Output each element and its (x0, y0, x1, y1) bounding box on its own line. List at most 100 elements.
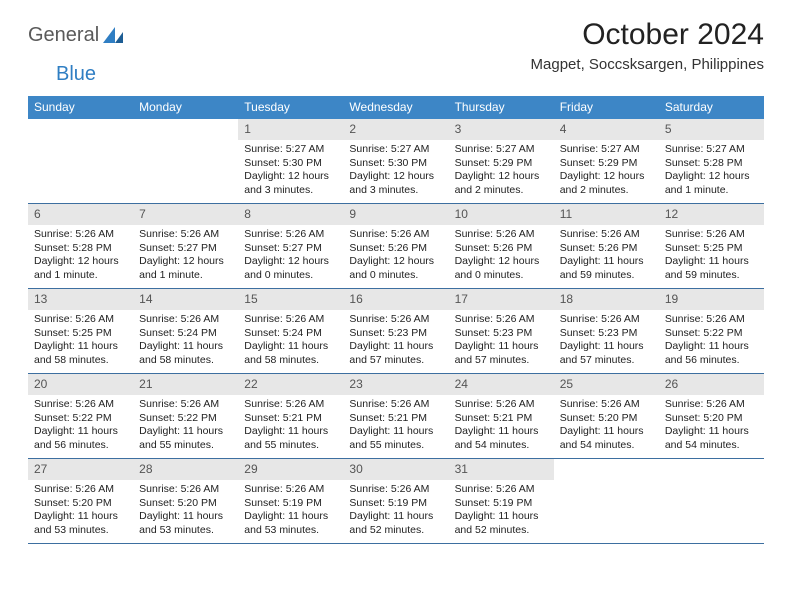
sunrise-text: Sunrise: 5:27 AM (560, 143, 653, 156)
dow-thursday: Thursday (449, 96, 554, 119)
sunset-text: Sunset: 5:26 PM (455, 242, 548, 255)
sunrise-text: Sunrise: 5:26 AM (665, 228, 758, 241)
day-cell: 12Sunrise: 5:26 AMSunset: 5:25 PMDayligh… (659, 204, 764, 288)
daylight-text: Daylight: 11 hours and 56 minutes. (34, 425, 127, 452)
logo-word2: Blue (28, 63, 96, 86)
day-number: 7 (133, 204, 238, 225)
sunset-text: Sunset: 5:29 PM (560, 157, 653, 170)
day-body: Sunrise: 5:26 AMSunset: 5:22 PMDaylight:… (28, 395, 133, 456)
day-cell: 22Sunrise: 5:26 AMSunset: 5:21 PMDayligh… (238, 374, 343, 458)
day-cell: 29Sunrise: 5:26 AMSunset: 5:19 PMDayligh… (238, 459, 343, 543)
sunrise-text: Sunrise: 5:26 AM (139, 228, 232, 241)
day-body: Sunrise: 5:26 AMSunset: 5:21 PMDaylight:… (238, 395, 343, 456)
sunrise-text: Sunrise: 5:26 AM (244, 398, 337, 411)
logo-word1: General (28, 24, 99, 47)
day-cell: 2Sunrise: 5:27 AMSunset: 5:30 PMDaylight… (343, 119, 448, 203)
day-cell: 6Sunrise: 5:26 AMSunset: 5:28 PMDaylight… (28, 204, 133, 288)
daylight-text: Daylight: 11 hours and 57 minutes. (349, 340, 442, 367)
day-cell: 27Sunrise: 5:26 AMSunset: 5:20 PMDayligh… (28, 459, 133, 543)
day-body: Sunrise: 5:27 AMSunset: 5:29 PMDaylight:… (449, 140, 554, 201)
dow-tuesday: Tuesday (238, 96, 343, 119)
sunrise-text: Sunrise: 5:26 AM (34, 398, 127, 411)
day-number: 14 (133, 289, 238, 310)
day-body: Sunrise: 5:26 AMSunset: 5:27 PMDaylight:… (238, 225, 343, 286)
day-body: Sunrise: 5:26 AMSunset: 5:22 PMDaylight:… (659, 310, 764, 371)
daylight-text: Daylight: 11 hours and 53 minutes. (139, 510, 232, 537)
day-cell: 25Sunrise: 5:26 AMSunset: 5:20 PMDayligh… (554, 374, 659, 458)
sunrise-text: Sunrise: 5:26 AM (244, 313, 337, 326)
sunset-text: Sunset: 5:20 PM (139, 497, 232, 510)
sunset-text: Sunset: 5:22 PM (665, 327, 758, 340)
sunrise-text: Sunrise: 5:26 AM (455, 483, 548, 496)
sunrise-text: Sunrise: 5:26 AM (349, 313, 442, 326)
daylight-text: Daylight: 11 hours and 55 minutes. (244, 425, 337, 452)
sunrise-text: Sunrise: 5:26 AM (34, 228, 127, 241)
day-cell: 10Sunrise: 5:26 AMSunset: 5:26 PMDayligh… (449, 204, 554, 288)
sunrise-text: Sunrise: 5:26 AM (560, 228, 653, 241)
sunset-text: Sunset: 5:21 PM (455, 412, 548, 425)
day-number: 12 (659, 204, 764, 225)
sunset-text: Sunset: 5:20 PM (665, 412, 758, 425)
location-text: Magpet, Soccsksargen, Philippines (531, 56, 764, 73)
day-cell: 30Sunrise: 5:26 AMSunset: 5:19 PMDayligh… (343, 459, 448, 543)
day-cell (659, 459, 764, 543)
day-body: Sunrise: 5:26 AMSunset: 5:23 PMDaylight:… (554, 310, 659, 371)
day-body: Sunrise: 5:26 AMSunset: 5:21 PMDaylight:… (449, 395, 554, 456)
daylight-text: Daylight: 11 hours and 58 minutes. (244, 340, 337, 367)
day-number: 29 (238, 459, 343, 480)
daylight-text: Daylight: 11 hours and 59 minutes. (560, 255, 653, 282)
sunrise-text: Sunrise: 5:26 AM (455, 398, 548, 411)
day-body (133, 125, 238, 132)
day-number: 3 (449, 119, 554, 140)
dow-monday: Monday (133, 96, 238, 119)
daylight-text: Daylight: 11 hours and 57 minutes. (455, 340, 548, 367)
day-number: 30 (343, 459, 448, 480)
day-cell: 5Sunrise: 5:27 AMSunset: 5:28 PMDaylight… (659, 119, 764, 203)
sunset-text: Sunset: 5:27 PM (139, 242, 232, 255)
day-body: Sunrise: 5:26 AMSunset: 5:22 PMDaylight:… (133, 395, 238, 456)
day-number: 10 (449, 204, 554, 225)
sunset-text: Sunset: 5:21 PM (349, 412, 442, 425)
day-body (554, 465, 659, 472)
day-cell: 8Sunrise: 5:26 AMSunset: 5:27 PMDaylight… (238, 204, 343, 288)
dow-header-row: Sunday Monday Tuesday Wednesday Thursday… (28, 96, 764, 119)
sunrise-text: Sunrise: 5:26 AM (665, 398, 758, 411)
day-cell (554, 459, 659, 543)
sunset-text: Sunset: 5:19 PM (455, 497, 548, 510)
sunset-text: Sunset: 5:22 PM (139, 412, 232, 425)
sunrise-text: Sunrise: 5:26 AM (139, 483, 232, 496)
day-body: Sunrise: 5:27 AMSunset: 5:30 PMDaylight:… (343, 140, 448, 201)
day-body: Sunrise: 5:26 AMSunset: 5:25 PMDaylight:… (28, 310, 133, 371)
day-cell: 18Sunrise: 5:26 AMSunset: 5:23 PMDayligh… (554, 289, 659, 373)
day-number: 9 (343, 204, 448, 225)
day-cell: 23Sunrise: 5:26 AMSunset: 5:21 PMDayligh… (343, 374, 448, 458)
title-block: October 2024 Magpet, Soccsksargen, Phili… (531, 18, 764, 73)
day-number: 25 (554, 374, 659, 395)
day-body: Sunrise: 5:26 AMSunset: 5:20 PMDaylight:… (28, 480, 133, 541)
day-body: Sunrise: 5:26 AMSunset: 5:23 PMDaylight:… (449, 310, 554, 371)
daylight-text: Daylight: 12 hours and 1 minute. (139, 255, 232, 282)
day-body: Sunrise: 5:26 AMSunset: 5:25 PMDaylight:… (659, 225, 764, 286)
day-number: 22 (238, 374, 343, 395)
dow-friday: Friday (554, 96, 659, 119)
day-cell: 24Sunrise: 5:26 AMSunset: 5:21 PMDayligh… (449, 374, 554, 458)
daylight-text: Daylight: 12 hours and 1 minute. (34, 255, 127, 282)
day-cell: 20Sunrise: 5:26 AMSunset: 5:22 PMDayligh… (28, 374, 133, 458)
sunset-text: Sunset: 5:30 PM (349, 157, 442, 170)
day-body: Sunrise: 5:26 AMSunset: 5:26 PMDaylight:… (554, 225, 659, 286)
day-cell: 7 Sunrise: 5:26 AMSunset: 5:27 PMDaylight… (133, 204, 238, 288)
day-cell: 3Sunrise: 5:27 AMSunset: 5:29 PMDaylight… (449, 119, 554, 203)
sunrise-text: Sunrise: 5:26 AM (560, 398, 653, 411)
day-body: Sunrise: 5:26 AMSunset: 5:23 PMDaylight:… (343, 310, 448, 371)
week-row: 27Sunrise: 5:26 AMSunset: 5:20 PMDayligh… (28, 459, 764, 544)
day-number: 6 (28, 204, 133, 225)
daylight-text: Daylight: 12 hours and 3 minutes. (244, 170, 337, 197)
weeks-container: 1Sunrise: 5:27 AMSunset: 5:30 PMDaylight… (28, 119, 764, 544)
day-body: Sunrise: 5:26 AMSunset: 5:20 PMDaylight:… (133, 480, 238, 541)
day-number: 5 (659, 119, 764, 140)
week-row: 20Sunrise: 5:26 AMSunset: 5:22 PMDayligh… (28, 374, 764, 459)
sunset-text: Sunset: 5:21 PM (244, 412, 337, 425)
day-body: Sunrise: 5:26 AMSunset: 5:21 PMDaylight:… (343, 395, 448, 456)
day-cell: 16Sunrise: 5:26 AMSunset: 5:23 PMDayligh… (343, 289, 448, 373)
daylight-text: Daylight: 11 hours and 55 minutes. (139, 425, 232, 452)
